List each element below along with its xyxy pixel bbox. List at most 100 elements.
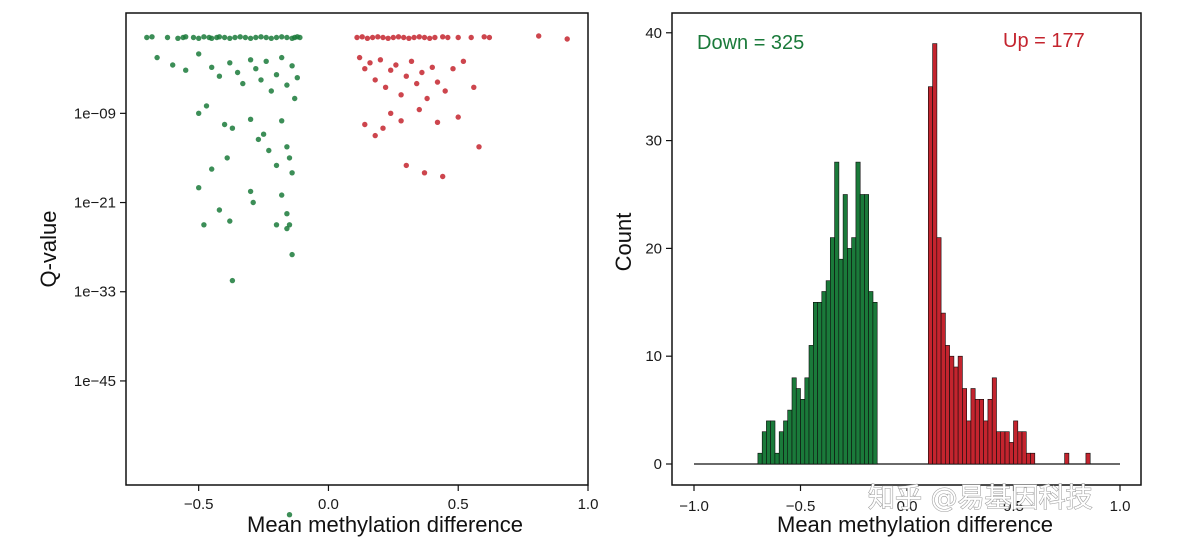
point-down [284, 144, 290, 150]
point-up [359, 34, 365, 40]
bar-down [838, 258, 844, 465]
bar-down [851, 237, 857, 465]
point-down [279, 34, 285, 40]
bar-down [834, 161, 840, 465]
x-tick-label: 0.0 [318, 496, 339, 513]
bar-down [783, 420, 789, 465]
bar-down [787, 409, 793, 465]
point-up [450, 66, 456, 72]
point-down [229, 125, 236, 131]
point-down [273, 222, 280, 228]
point-up [393, 62, 399, 68]
point-up [372, 132, 378, 139]
point-down [227, 35, 233, 41]
point-up [455, 114, 461, 120]
watermark: 知乎 @易基因科技 [868, 483, 1093, 514]
volcano-x-axis-title: Mean methylation difference [247, 512, 523, 537]
bar-down [829, 237, 835, 465]
histogram-plot-frame [671, 12, 1142, 486]
point-down [247, 57, 254, 63]
bar-up [1000, 431, 1006, 465]
point-down [227, 218, 233, 224]
volcano-plot: −0.5 0.0 0.5 1.0 1e−09 1e−21 1e−33 1e−45 Mean m… [36, 12, 599, 537]
bar-up [1013, 420, 1019, 465]
point-up [455, 34, 461, 41]
point-up [388, 67, 394, 73]
bar-up [979, 398, 985, 465]
x-tick-label: 0.5 [448, 496, 469, 513]
point-up [536, 33, 542, 39]
bar-up [987, 398, 993, 465]
bar-down [795, 388, 801, 465]
bar-down [804, 377, 810, 465]
point-up [375, 34, 381, 40]
x-tick-label: 1.0 [578, 496, 599, 513]
y-tick-label: 40 [645, 25, 662, 42]
point-up [445, 34, 451, 41]
point-up [468, 34, 474, 41]
point-down [203, 103, 210, 109]
point-up [434, 119, 441, 126]
point-up [403, 162, 409, 169]
point-up [380, 125, 386, 131]
bar-up [1004, 431, 1010, 465]
point-up [416, 106, 422, 113]
point-down [216, 34, 223, 40]
point-up [388, 110, 394, 117]
bar-up [1030, 452, 1036, 465]
point-down [196, 185, 202, 191]
point-up [440, 34, 446, 40]
point-down [201, 34, 207, 40]
bar-down [847, 248, 853, 465]
point-up [419, 69, 425, 76]
bar-down [761, 431, 767, 465]
point-up [356, 54, 363, 61]
bar-up [1021, 431, 1027, 465]
bar-down [821, 291, 827, 465]
histogram-bars [757, 43, 1091, 465]
bar-up [940, 312, 946, 465]
bar-down [791, 377, 797, 465]
point-down [279, 192, 285, 198]
point-down [286, 512, 293, 518]
point-down [284, 225, 290, 232]
point-down [216, 73, 223, 79]
point-up [421, 170, 428, 176]
y-tick-label: 1e−09 [74, 105, 116, 122]
point-down [196, 35, 202, 41]
bar-up [983, 420, 989, 465]
histogram-x-axis-title: Mean methylation difference [777, 512, 1053, 537]
point-down [234, 69, 241, 76]
point-down [284, 34, 290, 41]
y-tick-label: 30 [645, 133, 662, 150]
point-up [377, 57, 384, 63]
point-down [268, 88, 274, 94]
point-down [209, 166, 215, 172]
point-down [284, 82, 290, 88]
point-up [395, 34, 402, 40]
point-up [486, 34, 493, 41]
point-up [408, 58, 415, 64]
point-down [232, 34, 238, 41]
point-down [216, 207, 223, 213]
bar-up [927, 86, 933, 465]
bar-down [778, 431, 784, 465]
point-up [471, 84, 477, 91]
bar-up [1085, 452, 1091, 465]
point-up [369, 34, 376, 41]
point-down [292, 95, 298, 102]
point-up [398, 92, 404, 98]
bar-up [966, 420, 972, 465]
point-down [253, 66, 259, 72]
bar-down [855, 161, 861, 465]
point-down [284, 211, 290, 217]
point-down [247, 188, 254, 195]
y-tick-label: 0 [654, 456, 662, 473]
y-tick-label: 1e−45 [74, 373, 116, 390]
x-tick-label: 0.0 [897, 498, 918, 515]
point-down [170, 62, 176, 68]
point-down [286, 222, 293, 228]
y-tick-label: 20 [645, 240, 662, 257]
y-tick-label: 10 [645, 348, 662, 365]
point-down [247, 116, 254, 123]
